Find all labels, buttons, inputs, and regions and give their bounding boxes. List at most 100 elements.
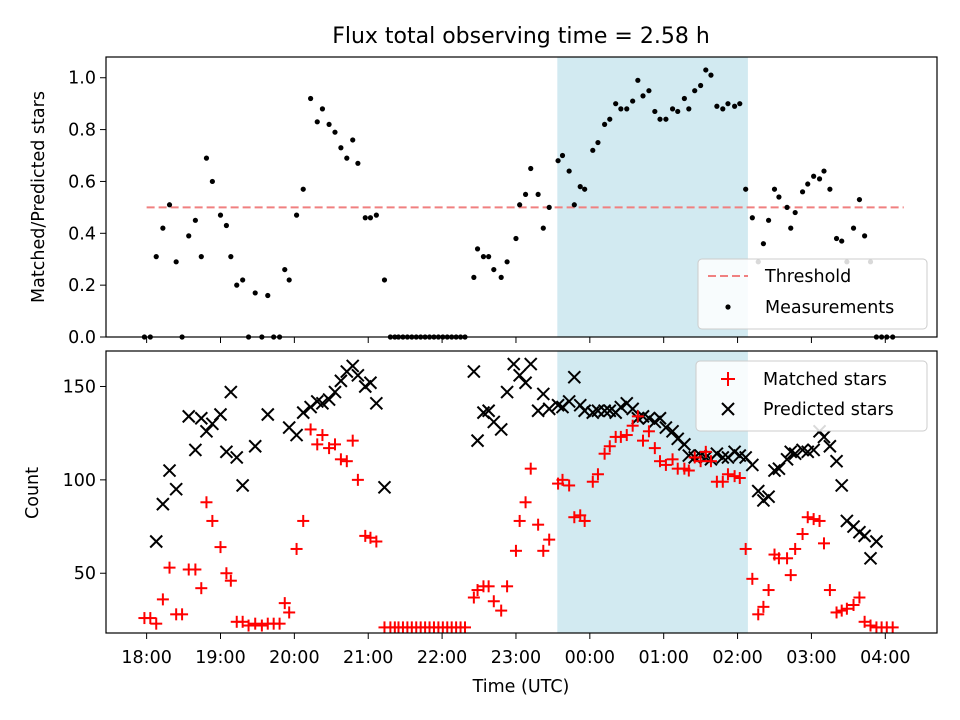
measurement-point — [602, 121, 608, 128]
matched-point — [150, 617, 163, 630]
measurement-point — [720, 106, 726, 112]
predicted-stroke — [507, 357, 521, 371]
measurement-point — [355, 160, 361, 166]
measurement-point — [657, 116, 663, 122]
predicted-stroke — [524, 357, 538, 371]
matched-point — [537, 544, 550, 557]
predicted-point — [224, 385, 238, 399]
predicted-point — [261, 407, 275, 422]
predicted-stroke — [481, 404, 496, 418]
matched-point — [370, 535, 383, 548]
measurement-point — [217, 212, 224, 218]
predicted-stroke — [156, 497, 170, 511]
predicted-point — [653, 411, 667, 425]
matched-point — [886, 621, 899, 634]
predicted-stroke — [248, 439, 262, 453]
predicted-stroke — [199, 424, 214, 439]
predicted-point — [665, 424, 680, 439]
predicted-stroke — [817, 430, 831, 444]
measurement-point — [692, 88, 698, 94]
predicted-stroke — [795, 443, 810, 457]
measurement-point — [203, 155, 210, 161]
matched-point — [699, 445, 712, 458]
predicted-stroke — [494, 422, 508, 437]
measurement-point — [504, 259, 510, 265]
measurement-point — [513, 235, 519, 242]
predicted-stroke — [377, 480, 392, 495]
predicted-point — [536, 387, 550, 401]
measurement-point — [805, 181, 811, 187]
predicted-stroke — [296, 405, 310, 420]
matched-legend-swatch — [721, 372, 735, 386]
measurement-point — [186, 233, 192, 239]
matched-point — [543, 533, 556, 546]
predicted-point — [567, 370, 582, 384]
matched-point — [840, 602, 853, 615]
measurement-point — [760, 241, 767, 247]
measurement-point — [624, 106, 630, 112]
measurement-point — [765, 217, 772, 223]
matched-point — [620, 429, 633, 442]
predicted-stroke — [518, 376, 533, 390]
predicted-stroke — [857, 529, 872, 543]
matched-point — [807, 513, 820, 526]
predicted-point — [507, 357, 521, 371]
matched-point — [163, 561, 176, 574]
predicted-stroke — [346, 359, 360, 373]
measurements-legend-swatch — [725, 304, 731, 310]
predicted-stroke — [328, 385, 342, 399]
predicted-point — [863, 551, 878, 566]
measurement-point — [566, 168, 572, 174]
top-plot-frame — [105, 56, 938, 338]
measurement-point — [737, 101, 743, 107]
matched-point — [273, 617, 286, 630]
predicted-point — [322, 392, 336, 407]
predicted-point — [235, 478, 250, 493]
matched-point — [648, 442, 661, 455]
predicted-point — [518, 376, 533, 390]
measurement-point — [577, 184, 583, 190]
predicted-stroke — [363, 376, 378, 390]
predicted-point — [494, 422, 508, 437]
predicted-stroke — [224, 385, 238, 399]
predicted-stroke — [169, 482, 183, 496]
matched-point — [359, 529, 372, 542]
xtick-label: 00:00 — [565, 648, 615, 668]
measurement-point — [652, 108, 658, 115]
predicted-point — [817, 430, 831, 444]
top-y-axis-label: Matched/Predicted stars — [29, 91, 49, 303]
matched-point — [603, 440, 616, 453]
predicted-point — [315, 396, 330, 410]
matched-point — [631, 410, 644, 423]
predicted-point — [577, 404, 592, 418]
measurement-point — [228, 254, 234, 260]
bottom-legend: Matched stars Predicted stars — [695, 360, 928, 432]
predicted-stroke — [823, 439, 837, 453]
predicted-stroke — [487, 415, 501, 429]
predicted-stroke — [869, 534, 884, 549]
predicted-stroke — [835, 478, 849, 493]
predicted-stroke — [767, 463, 782, 478]
predicted-point — [481, 404, 496, 418]
matched-point — [781, 552, 794, 565]
matched-point — [249, 617, 262, 630]
measurement-point — [338, 145, 344, 151]
bottom-y-axis-label: Count — [23, 467, 43, 519]
matched-point — [458, 621, 471, 634]
measurement-point — [252, 290, 258, 296]
measurement-point — [535, 191, 541, 198]
measurement-point — [686, 106, 692, 112]
measurement-point — [663, 116, 669, 122]
predicted-point — [835, 478, 849, 493]
measurement-point — [491, 266, 497, 273]
predicted-stroke — [219, 445, 234, 459]
matched-point — [495, 604, 508, 617]
measurement-point — [559, 152, 566, 159]
matched-point — [189, 563, 202, 576]
bottom-ytick-label: 100 — [63, 471, 96, 491]
matched-point — [156, 593, 169, 606]
matched-point — [789, 542, 802, 555]
predicted-point — [512, 368, 527, 382]
matched-point — [796, 528, 809, 541]
matched-point — [176, 608, 189, 621]
